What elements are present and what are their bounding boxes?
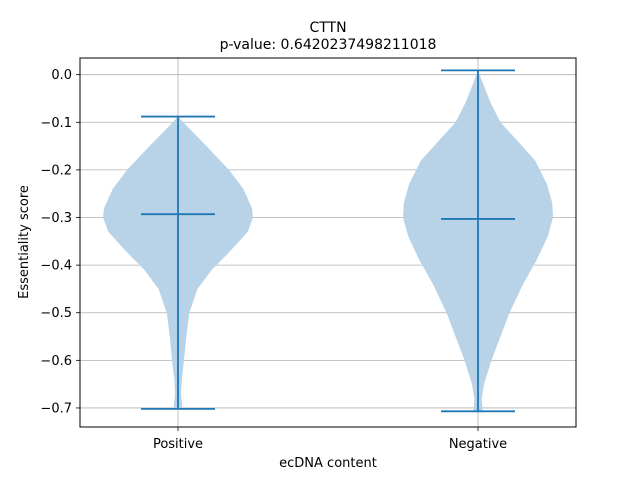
y-axis-ticks: 0.0 −0.1 −0.2 −0.3 −0.4 −0.5 −0.6 −0.7 — [40, 68, 80, 416]
chart-subtitle: p-value: 0.6420237498211018 — [220, 37, 437, 53]
y-tick-label: −0.2 — [40, 163, 72, 178]
y-tick-label: 0.0 — [51, 68, 72, 83]
y-axis-label: Essentiality score — [17, 185, 32, 299]
chart-title: CTTN — [309, 20, 346, 36]
plot-frame — [79, 57, 577, 428]
y-tick-label: −0.5 — [40, 306, 72, 321]
x-axis-label: ecDNA content — [279, 456, 377, 471]
y-tick-label: −0.7 — [40, 401, 72, 416]
x-tick-label: Positive — [153, 437, 203, 452]
y-tick-label: −0.4 — [40, 259, 72, 274]
y-tick-label: −0.3 — [40, 211, 72, 226]
violin-statistics — [141, 69, 515, 413]
x-axis-ticks: Positive Negative — [153, 427, 507, 452]
x-tick-label: Negative — [449, 437, 507, 452]
y-tick-label: −0.6 — [40, 354, 72, 369]
y-tick-label: −0.1 — [40, 116, 72, 131]
